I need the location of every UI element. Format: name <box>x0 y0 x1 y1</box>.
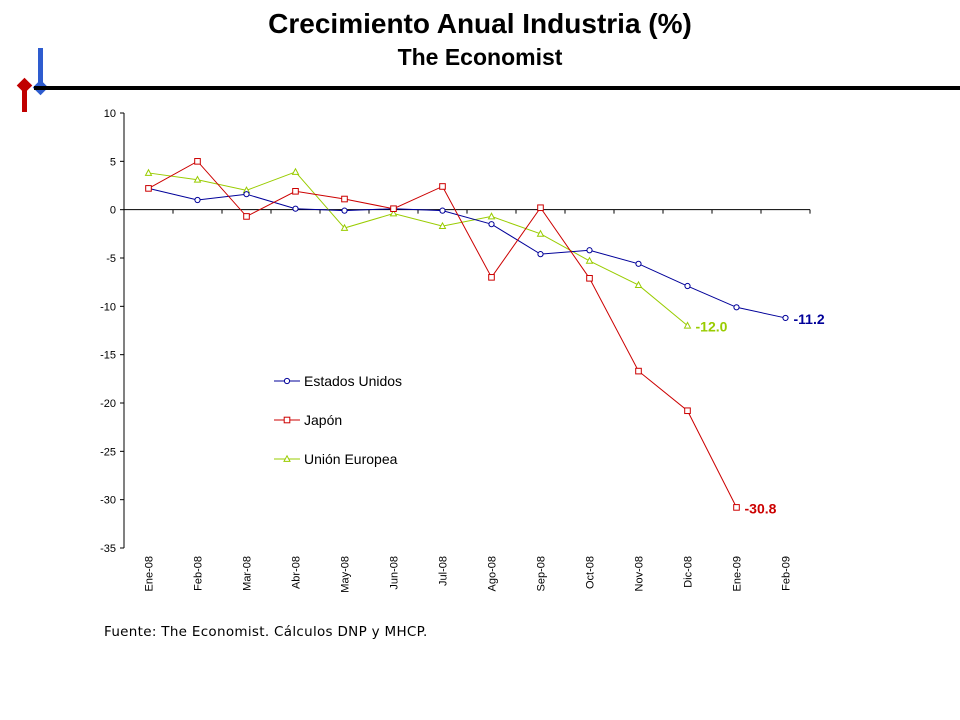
y-tick-label: -20 <box>100 398 116 410</box>
logo-blue-bar <box>38 48 43 92</box>
data-point <box>283 454 291 462</box>
data-point <box>193 175 202 183</box>
y-tick-label: 0 <box>110 205 116 217</box>
slide-subtitle: The Economist <box>397 44 563 70</box>
x-tick-label: Feb-08 <box>193 556 205 591</box>
series-end-label: -12.0 <box>696 319 728 335</box>
data-point <box>389 209 398 217</box>
x-tick-label: Feb-09 <box>781 556 793 591</box>
y-tick-label: -25 <box>100 446 116 458</box>
logo-red-bar <box>22 82 27 112</box>
data-point <box>291 167 300 175</box>
data-point <box>145 185 152 192</box>
data-point <box>340 223 349 231</box>
data-point <box>683 321 692 329</box>
x-tick-label: May-08 <box>340 556 352 593</box>
data-point <box>684 407 691 415</box>
data-point <box>586 247 593 254</box>
data-point <box>634 280 643 288</box>
legend-label: Japón <box>304 412 342 428</box>
data-point <box>341 207 348 214</box>
x-tick-label: Mar-08 <box>242 556 254 591</box>
data-point <box>439 183 446 190</box>
data-point <box>487 212 496 220</box>
data-point <box>144 168 153 176</box>
data-point <box>283 416 291 424</box>
x-tick-label: Oct-08 <box>585 556 597 589</box>
y-tick-label: -10 <box>100 301 116 313</box>
data-point <box>439 207 446 214</box>
logo-red-diamond <box>16 77 33 94</box>
y-tick-label: -5 <box>106 253 116 265</box>
data-point <box>488 221 495 228</box>
data-point <box>488 274 495 281</box>
series-line <box>148 171 688 327</box>
x-tick-label: Ene-08 <box>144 556 156 591</box>
y-tick-label: -35 <box>100 543 116 555</box>
data-point <box>292 188 299 195</box>
data-point <box>733 304 740 311</box>
data-point <box>782 314 789 322</box>
data-point <box>586 275 593 282</box>
x-tick-label: Ago-08 <box>487 556 499 591</box>
series-line <box>148 187 786 319</box>
x-tick-label: Abr-08 <box>291 556 303 589</box>
data-point <box>585 256 594 264</box>
y-tick-label: -30 <box>100 495 116 507</box>
y-tick-label: 10 <box>104 108 116 120</box>
data-point <box>194 196 201 204</box>
data-point <box>536 229 545 237</box>
series-end-label: -30.8 <box>745 500 777 516</box>
data-point <box>341 195 348 203</box>
data-point <box>194 158 201 165</box>
data-point <box>537 204 544 212</box>
x-tick-label: Nov-08 <box>634 556 646 591</box>
header-rule <box>34 86 960 90</box>
data-point <box>390 205 397 212</box>
x-tick-label: Jul-08 <box>438 556 450 586</box>
slide-title: Crecimiento Anual Industria (%) <box>268 8 692 39</box>
legend-label: Estados Unidos <box>304 373 402 389</box>
data-point <box>438 221 447 229</box>
legend-label: Unión Europea <box>304 451 398 467</box>
series-end-label: -11.2 <box>794 311 825 327</box>
data-point <box>243 191 250 198</box>
data-point <box>283 377 291 385</box>
source-note: Fuente: The Economist. Cálculos DNP y MH… <box>104 624 428 640</box>
x-tick-label: Ene-09 <box>732 556 744 591</box>
data-point <box>733 504 740 511</box>
data-point <box>635 260 642 267</box>
x-tick-label: Sep-08 <box>536 556 548 591</box>
data-point <box>684 282 691 290</box>
x-tick-label: Dic-08 <box>683 556 695 588</box>
y-tick-label: 5 <box>110 156 116 168</box>
data-point <box>537 251 544 258</box>
data-point <box>243 213 250 220</box>
x-tick-label: Jun-08 <box>389 556 401 590</box>
y-tick-label: -15 <box>100 350 116 362</box>
data-point <box>635 367 642 375</box>
data-point <box>292 205 299 212</box>
